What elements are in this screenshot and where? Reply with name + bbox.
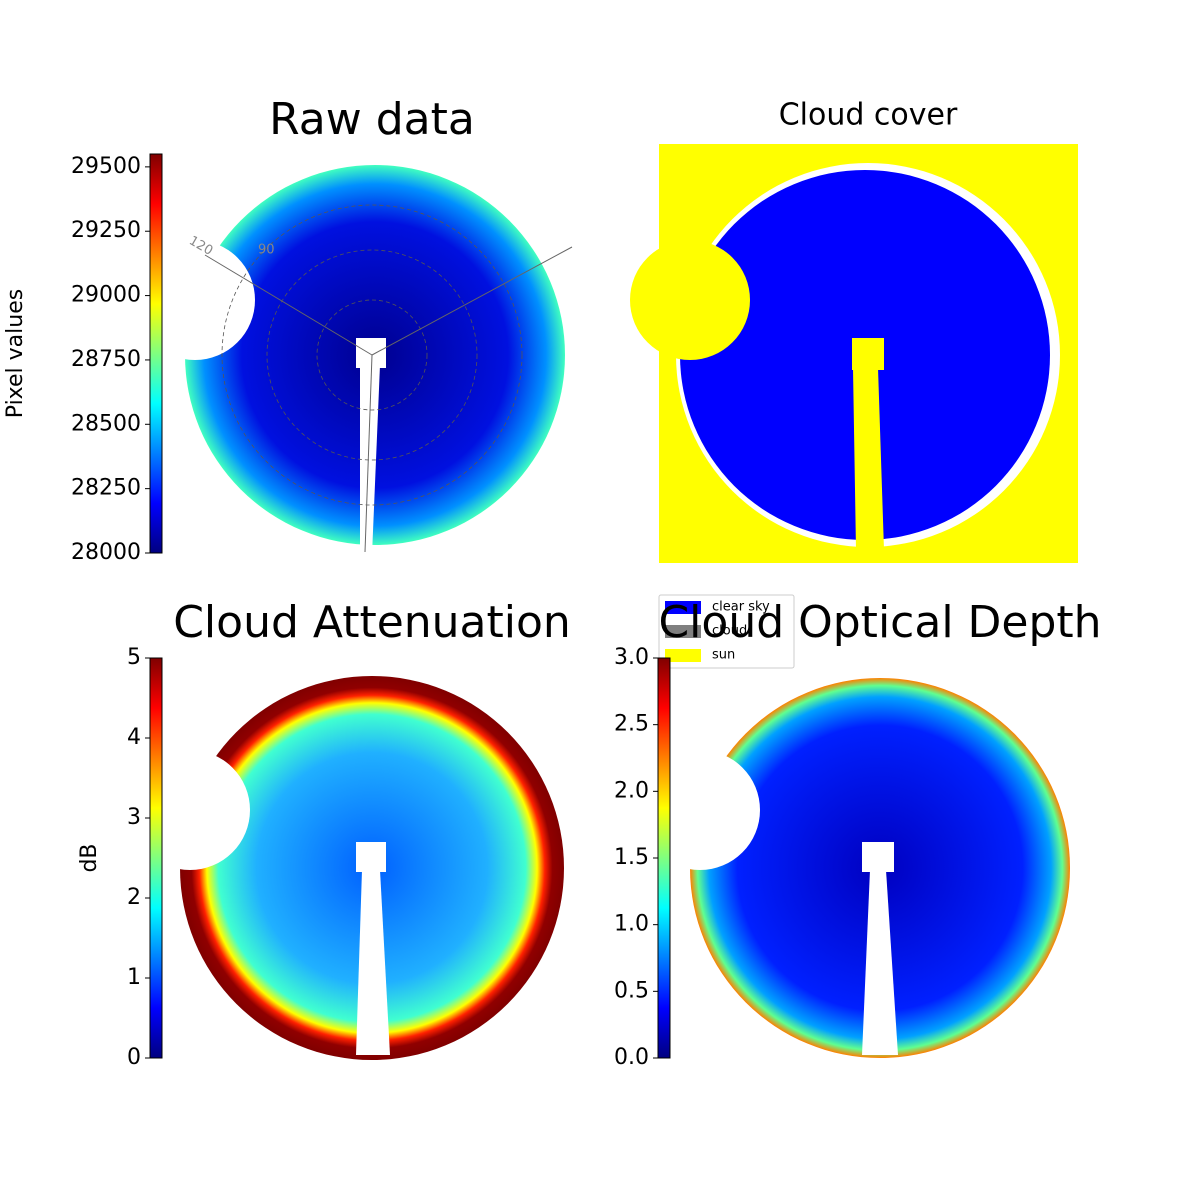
tick-label: 1.0 (614, 912, 649, 937)
tick-label: 2.0 (614, 778, 649, 803)
tick-label: 0.5 (614, 978, 649, 1003)
tick-label: 2 (127, 885, 141, 910)
tick-label: 28500 (71, 411, 141, 436)
polar-label: 90 (258, 243, 275, 258)
tick-label: 1.5 (614, 845, 649, 870)
tick-label: 0 (127, 1045, 141, 1070)
legend: clear sky cloud sun (658, 594, 795, 669)
panel-title: Cloud Optical Depth (658, 597, 1101, 648)
cloud-cover-image (630, 144, 1078, 563)
tick-label: 3 (127, 805, 141, 830)
colorbar (657, 657, 671, 1059)
colorbar-label: dB (77, 843, 102, 872)
legend-swatch (665, 649, 701, 662)
tick-label: 28750 (71, 347, 141, 372)
legend-label: clear sky (712, 600, 770, 615)
tick-label: 28250 (71, 476, 141, 501)
optical-depth-image (640, 678, 1070, 1058)
tick-label: 3.0 (614, 645, 649, 670)
tick-label: 28000 (71, 540, 141, 565)
legend-label: sun (712, 648, 735, 663)
panel-title: Raw data (269, 94, 475, 145)
colorbar-label: Pixel values (3, 289, 28, 418)
panel-title: Cloud cover (779, 98, 958, 133)
panel-title: Cloud Attenuation (173, 597, 571, 648)
tick-label: 4 (127, 725, 141, 750)
legend-label: cloud (712, 624, 747, 639)
colorbar (149, 657, 163, 1059)
tick-label: 1 (127, 965, 141, 990)
raw-image (135, 165, 573, 555)
tick-label: 29250 (71, 218, 141, 243)
tick-label: 29000 (71, 283, 141, 308)
tick-label: 2.5 (614, 712, 649, 737)
tick-label: 5 (127, 645, 141, 670)
colorbar (149, 153, 163, 554)
tick-label: 29500 (71, 154, 141, 179)
legend-swatch (665, 601, 701, 614)
attenuation-image (130, 676, 564, 1060)
tick-label: 0.0 (614, 1045, 649, 1070)
legend-swatch (665, 625, 701, 638)
